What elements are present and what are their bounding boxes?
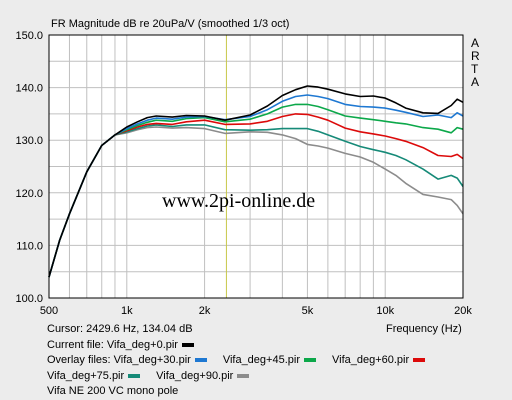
overlay-file-entry: Vifa_deg+75.pir bbox=[47, 370, 146, 382]
grid-lines bbox=[49, 35, 463, 298]
measurement-note: Vifa NE 200 VC mono pole bbox=[47, 385, 179, 397]
y-tick-labels: 150.0 140.0 130.0 120.0 110.0 100.0 bbox=[15, 30, 43, 305]
x-tick-label: 10k bbox=[376, 305, 394, 317]
overlay-file-swatch bbox=[194, 358, 207, 363]
watermark: www.2pi-online.de bbox=[162, 190, 315, 212]
overlay-files-label: Overlay files: bbox=[47, 354, 111, 366]
current-file-row: Current file: Vifa_deg+0.pir bbox=[47, 339, 200, 351]
overlay-file-name: Vifa_deg+75.pir bbox=[47, 370, 125, 382]
overlay-file-name: Vifa_deg+30.pir bbox=[113, 354, 191, 366]
y-tick-label: 130.0 bbox=[15, 135, 43, 147]
x-tick-label: 5k bbox=[302, 305, 314, 317]
overlay-files-row: Overlay files: Vifa_deg+30.pir Vifa_deg+4… bbox=[47, 354, 441, 366]
overlay-file-swatch bbox=[237, 374, 250, 379]
y-tick-label: 120.0 bbox=[15, 188, 43, 200]
overlay-file-name: Vifa_deg+90.pir bbox=[156, 370, 234, 382]
overlay-file-swatch bbox=[128, 374, 141, 379]
overlay-file-swatch bbox=[303, 358, 316, 363]
overlay-file-entry: Vifa_deg+90.pir bbox=[156, 370, 255, 382]
current-file-swatch bbox=[181, 343, 194, 348]
plot-frame bbox=[48, 34, 464, 299]
overlay-files-list-2: Vifa_deg+75.pir Vifa_deg+90.pir bbox=[47, 370, 265, 382]
frequency-axis-label: Frequency (Hz) bbox=[386, 323, 462, 335]
overlay-files-list-1: Vifa_deg+30.pir Vifa_deg+45.pir Vifa_deg+6… bbox=[114, 354, 442, 366]
x-tick-label: 2k bbox=[199, 305, 211, 317]
y-tick-label: 140.0 bbox=[15, 83, 43, 95]
series-line-vifa-deg-0-pir bbox=[48, 85, 464, 278]
overlay-file-entry: Vifa_deg+60.pir bbox=[332, 354, 431, 366]
x-tick-label: 500 bbox=[40, 305, 58, 317]
cursor-readout: Cursor: 2429.6 Hz, 134.04 dB bbox=[47, 323, 193, 335]
current-file-label: Current file: bbox=[47, 339, 104, 351]
y-tick-label: 110.0 bbox=[16, 240, 43, 252]
current-file-name: Vifa_deg+0.pir bbox=[106, 339, 178, 351]
overlay-file-swatch bbox=[413, 358, 426, 363]
series-group bbox=[48, 85, 464, 278]
y-tick-label: 100.0 bbox=[15, 293, 43, 305]
x-tick-labels: 500 1k 2k 5k 10k 20k bbox=[40, 305, 473, 317]
overlay-file-name: Vifa_deg+45.pir bbox=[222, 354, 300, 366]
overlay-file-entry: Vifa_deg+30.pir bbox=[114, 354, 213, 366]
x-tick-label: 1k bbox=[121, 305, 133, 317]
overlay-file-entry: Vifa_deg+45.pir bbox=[223, 354, 322, 366]
overlay-file-name: Vifa_deg+60.pir bbox=[331, 354, 410, 366]
chart-title: FR Magnitude dB re 20uPa/V (smoothed 1/3… bbox=[51, 18, 289, 30]
x-tick-label: 20k bbox=[454, 305, 472, 317]
y-tick-label: 150.0 bbox=[15, 30, 43, 42]
